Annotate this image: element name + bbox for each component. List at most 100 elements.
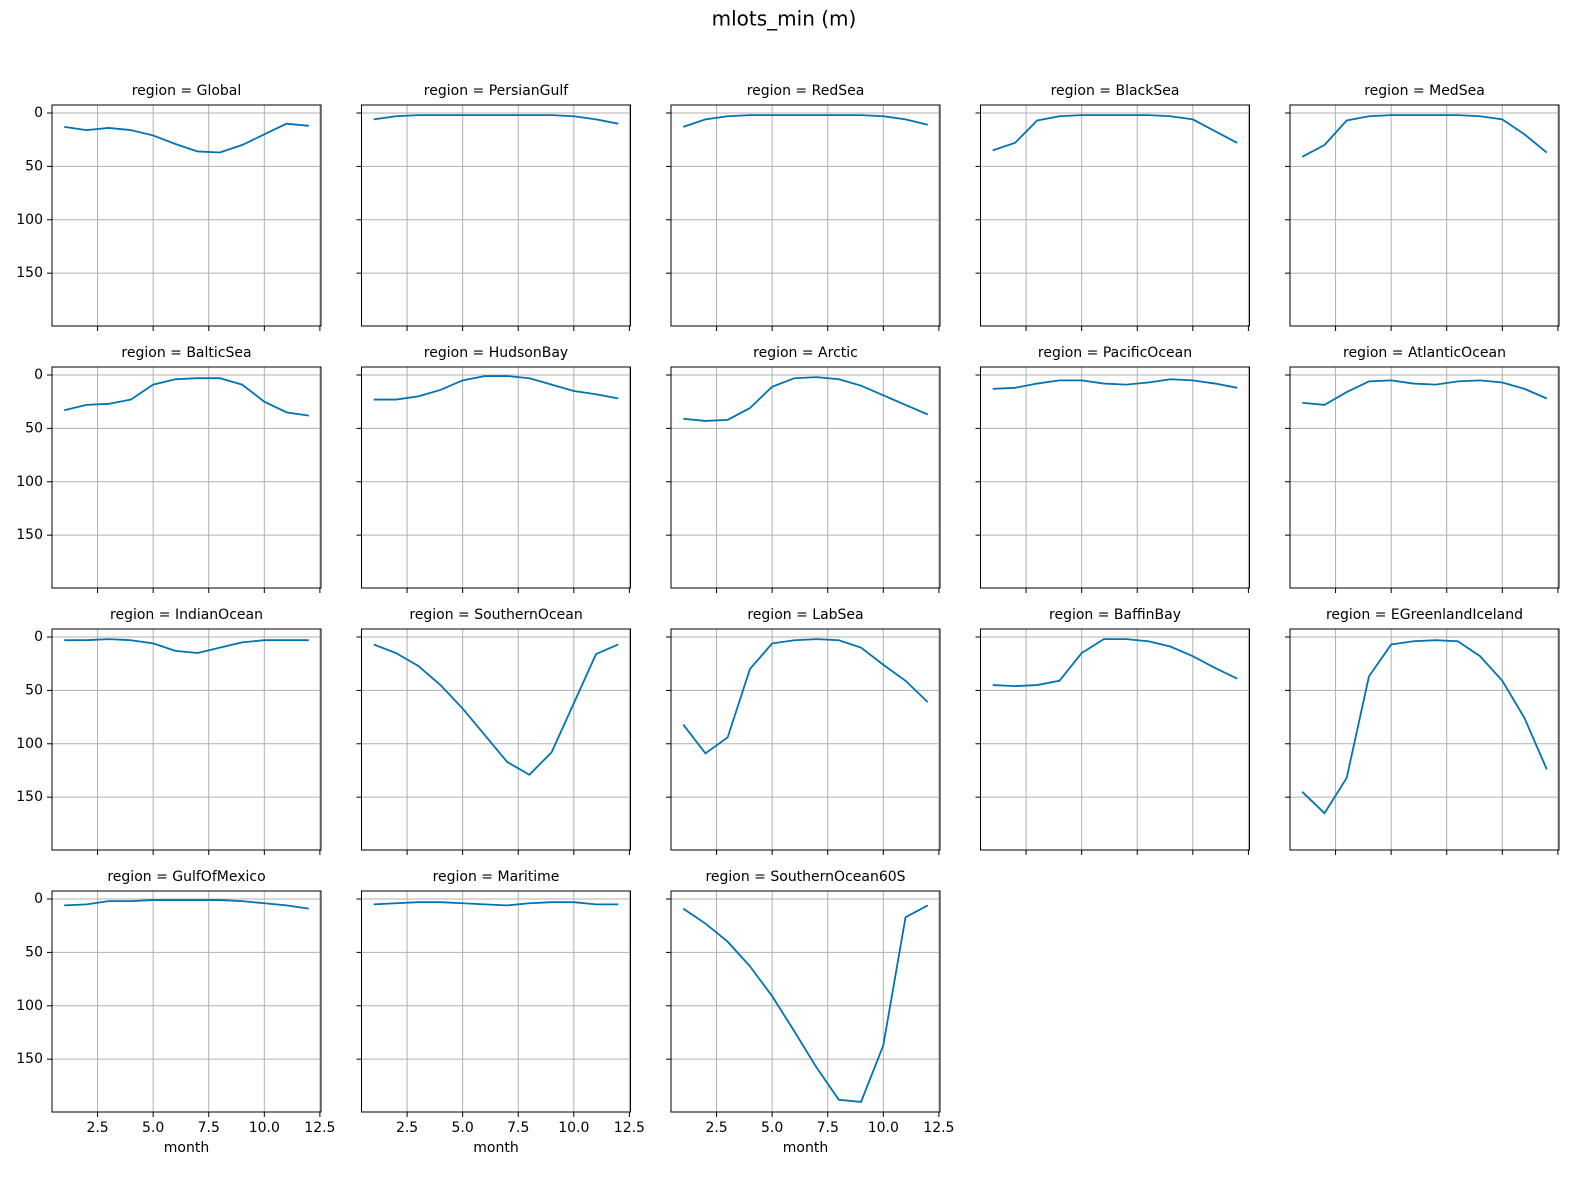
plot-frame <box>980 366 1250 589</box>
panel: region = LabSea <box>666 607 941 855</box>
plot-frame <box>361 366 631 589</box>
data-line <box>64 377 309 417</box>
panel-title: region = SouthernOcean <box>409 607 582 623</box>
data-line <box>682 904 929 1103</box>
panel-title: region = PacificOcean <box>1038 345 1192 361</box>
x-tick-label: 2.5 <box>705 1120 727 1136</box>
data-line <box>1302 379 1548 406</box>
data-line <box>373 114 619 125</box>
panel: region = BalticSea 0 50 100 150 <box>16 345 322 593</box>
data-line <box>64 899 309 910</box>
panel-title: region = GulfOfMexico <box>107 869 265 885</box>
data-line <box>373 375 619 401</box>
plot-frame <box>980 628 1250 851</box>
plot-frame <box>980 104 1250 327</box>
y-tick-label: 100 <box>16 474 43 490</box>
plot-frame <box>670 628 941 851</box>
x-axis-label: month <box>164 1140 209 1156</box>
panel: region = GulfOfMexico 0 50 100 150 2.5 5.0 7.5 1… <box>16 869 335 1156</box>
panel: region = HudsonBay <box>356 345 631 593</box>
plot-frame <box>361 890 631 1113</box>
y-tick-label: 100 <box>16 736 43 752</box>
panel-title: region = RedSea <box>747 83 865 99</box>
y-tick-label: 150 <box>16 1051 43 1067</box>
y-tick-label: 50 <box>25 682 43 698</box>
data-line <box>682 114 928 128</box>
plot-frame <box>670 366 941 589</box>
panel: region = SouthernOcean <box>356 607 631 855</box>
panel: region = SouthernOcean60S 2.5 5.0 7.5 10.0 12… <box>666 869 954 1156</box>
panel: region = PacificOcean <box>975 345 1250 593</box>
data-line <box>373 643 619 776</box>
data-line <box>992 114 1238 152</box>
y-tick-label: 100 <box>16 212 43 228</box>
panel-title: region = LabSea <box>747 607 863 623</box>
plot-frame <box>361 628 631 851</box>
panel-title: region = Global <box>132 83 242 99</box>
y-tick-label: 100 <box>16 998 43 1014</box>
x-tick-label: 12.5 <box>614 1120 645 1136</box>
panel-title: region = AtlanticOcean <box>1343 345 1506 361</box>
y-tick-label: 0 <box>34 367 43 383</box>
panel-title: region = SouthernOcean60S <box>705 869 905 885</box>
y-tick-label: 50 <box>25 420 43 436</box>
panel: region = BaffinBay <box>975 607 1250 855</box>
panel: region = Global 0 50 100 150 <box>16 83 322 331</box>
panel-title: region = EGreenlandIceland <box>1326 607 1523 623</box>
panel-title: region = BalticSea <box>121 345 251 361</box>
y-tick-label: 50 <box>25 158 43 174</box>
x-tick-label: 10.0 <box>249 1120 280 1136</box>
panel-title: region = PersianGulf <box>424 83 569 99</box>
x-tick-label: 10.0 <box>558 1120 589 1136</box>
panel-title: region = MedSea <box>1364 83 1485 99</box>
data-line <box>64 638 309 654</box>
panel-title: region = BlackSea <box>1051 83 1180 99</box>
panel: region = RedSea <box>666 83 941 331</box>
x-tick-label: 7.5 <box>198 1120 220 1136</box>
data-line <box>682 638 929 755</box>
data-line <box>992 378 1238 390</box>
panel: region = EGreenlandIceland <box>1285 607 1560 855</box>
plot-frame <box>51 366 322 589</box>
data-line <box>1301 639 1548 815</box>
x-axis-label: month <box>783 1140 828 1156</box>
panel: region = BlackSea <box>975 83 1250 331</box>
panel-title: region = Maritime <box>433 869 560 885</box>
data-line <box>1301 114 1548 158</box>
y-tick-label: 150 <box>16 265 43 281</box>
plot-frame <box>51 628 322 851</box>
plot-frame <box>51 890 322 1113</box>
data-line <box>992 638 1238 688</box>
y-tick-label: 50 <box>25 944 43 960</box>
plot-frame <box>51 104 322 327</box>
x-tick-label: 10.0 <box>868 1120 899 1136</box>
plot-frame <box>1289 628 1560 851</box>
panel-title: region = Arctic <box>753 345 858 361</box>
panel: region = Maritime 2.5 5.0 7.5 10.0 12.5 month <box>356 869 645 1156</box>
x-tick-label: 5.0 <box>142 1120 164 1136</box>
y-tick-label: 0 <box>34 105 43 121</box>
y-tick-label: 0 <box>34 629 43 645</box>
plot-frame <box>670 104 941 327</box>
data-line <box>683 376 929 422</box>
x-tick-label: 12.5 <box>304 1120 335 1136</box>
panel-title: region = BaffinBay <box>1049 607 1181 623</box>
panel: region = MedSea <box>1285 83 1560 331</box>
x-tick-label: 5.0 <box>452 1120 474 1136</box>
x-axis-label: month <box>473 1140 518 1156</box>
plot-frame <box>1289 104 1560 327</box>
x-tick-label: 5.0 <box>761 1120 783 1136</box>
panel: region = Arctic <box>666 345 941 593</box>
y-tick-label: 0 <box>34 891 43 907</box>
x-tick-label: 12.5 <box>923 1120 954 1136</box>
x-tick-label: 2.5 <box>396 1120 418 1136</box>
y-tick-label: 150 <box>16 789 43 805</box>
chart-title: mlots_min (m) <box>712 7 857 31</box>
y-tick-label: 150 <box>16 527 43 543</box>
panel: region = IndianOcean 0 50 100 150 <box>16 607 322 855</box>
plot-frame <box>670 890 941 1113</box>
x-tick-label: 7.5 <box>507 1120 529 1136</box>
data-line <box>373 901 619 907</box>
plot-frame <box>1289 366 1560 589</box>
